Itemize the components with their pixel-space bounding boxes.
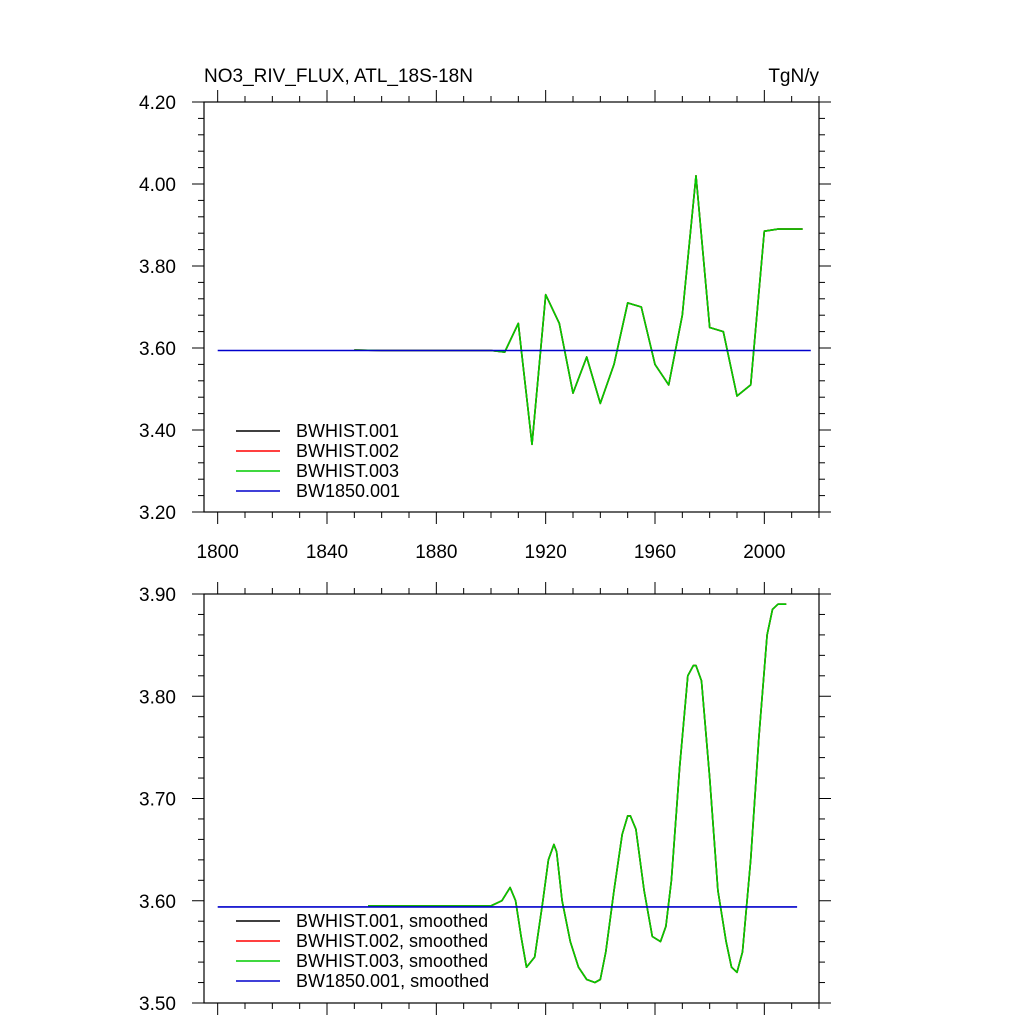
units-label: TgN/y [768, 66, 819, 87]
x-tick-label: 1800 [197, 542, 239, 563]
x-tick-label: 2000 [743, 542, 785, 563]
plot-frame [203, 101, 820, 513]
y-tick-label: 3.50 [139, 994, 176, 1015]
y-tick-label: 3.60 [139, 339, 176, 360]
legend-label: BWHIST.003, smoothed [296, 951, 488, 971]
y-tick-label: 4.00 [139, 175, 176, 196]
y-tick-label: 3.80 [139, 257, 176, 278]
bottom-panel: 3.50 3.60 3.70 3.80 3.90 BWHIST.001, smoothed… [139, 582, 831, 1015]
y-tick-label: 4.20 [139, 93, 176, 114]
top-panel: 1800 1840 1880 1920 1960 2000 3.20 3.40 3.60 3.80… [139, 90, 831, 563]
series-line [354, 175, 803, 446]
y-tick-label: 3.70 [139, 790, 176, 811]
y-tick-label: 3.40 [139, 421, 176, 442]
y-tick-label: 3.90 [139, 585, 176, 606]
y-tick-label: 3.80 [139, 687, 176, 708]
series-line [368, 603, 787, 984]
legend-label: BWHIST.002, smoothed [296, 931, 488, 951]
y-tick-label: 3.20 [139, 503, 176, 524]
y-tick-label: 3.60 [139, 892, 176, 913]
x-tick-label: 1920 [525, 542, 567, 563]
legend-label: BWHIST.001, smoothed [296, 911, 488, 931]
x-tick-label: 1960 [634, 542, 676, 563]
series-line [354, 175, 803, 446]
series-line [354, 175, 803, 446]
x-tick-label: 1840 [306, 542, 348, 563]
legend-label: BWHIST.003 [296, 461, 399, 481]
chart-title: NO3_RIV_FLUX, ATL_18S-18N [204, 66, 473, 87]
legend-label: BWHIST.001 [296, 421, 399, 441]
x-tick-label: 1880 [415, 542, 457, 563]
legend-label: BW1850.001, smoothed [296, 971, 489, 991]
legend-label: BWHIST.002 [296, 441, 399, 461]
legend-label: BW1850.001 [296, 481, 400, 501]
